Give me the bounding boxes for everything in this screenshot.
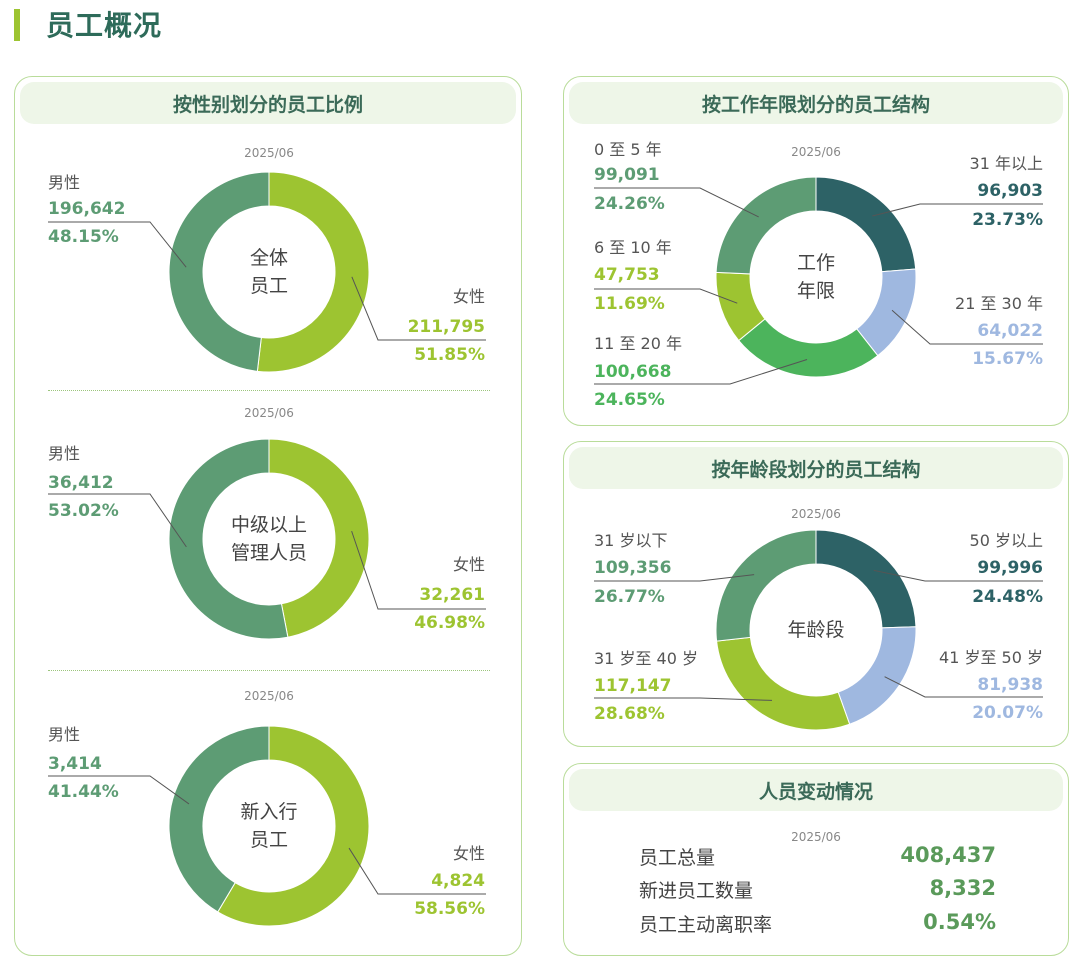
- age-count-under-31: 109,356: [594, 558, 672, 578]
- female-pct: 58.56%: [414, 899, 485, 919]
- chart-date: 2025/06: [791, 830, 841, 844]
- age-panel-title: 按年龄段划分的员工结构: [569, 447, 1063, 489]
- age-pct-under-31: 26.77%: [594, 587, 665, 607]
- tenure-count-6-10: 47,753: [594, 265, 660, 285]
- tenure-label-11-20: 11 至 20 年: [594, 334, 682, 353]
- tenure-count-11-20: 100,668: [594, 362, 672, 382]
- male-count: 36,412: [48, 473, 114, 493]
- female-label: 女性: [452, 287, 485, 306]
- chart-date: 2025/06: [791, 145, 841, 159]
- title-accent-bar: [14, 9, 20, 41]
- female-pct: 46.98%: [414, 613, 485, 633]
- stat-value-attrition: 0.54%: [923, 910, 996, 934]
- age-count-41-50: 81,938: [977, 675, 1043, 695]
- tenure-pct-6-10: 11.69%: [594, 294, 665, 314]
- chart-date: 2025/06: [244, 146, 294, 160]
- tenure-panel-title: 按工作年限划分的员工结构: [569, 82, 1063, 124]
- change-panel-title: 人员变动情况: [569, 769, 1063, 811]
- female-count: 4,824: [431, 871, 485, 891]
- stat-value-total: 408,437: [900, 843, 996, 867]
- divider: [48, 390, 490, 391]
- age-label-31-40: 31 岁至 40 岁: [594, 649, 698, 668]
- male-label: 男性: [48, 725, 81, 744]
- age-label-over-50: 50 岁以上: [969, 531, 1043, 550]
- tenure-label-6-10: 6 至 10 年: [594, 238, 672, 257]
- tenure-count-31-plus: 96,903: [977, 181, 1043, 201]
- tenure-count-0-5: 99,091: [594, 165, 660, 185]
- age-label-41-50: 41 岁至 50 岁: [939, 648, 1043, 667]
- age-count-over-50: 99,996: [977, 558, 1043, 578]
- male-count: 196,642: [48, 199, 126, 219]
- tenure-label-31-plus: 31 年以上: [969, 154, 1043, 173]
- tenure-count-21-30: 64,022: [977, 321, 1043, 341]
- chart-center-label: 新入行 员工: [240, 801, 298, 851]
- tenure-pct-21-30: 15.67%: [972, 349, 1043, 369]
- chart-center-label: 年龄段: [787, 619, 845, 641]
- chart-center-label: 工作 年限: [796, 252, 836, 302]
- chart-center-label: 全体 员工: [249, 247, 289, 297]
- female-label: 女性: [452, 555, 485, 574]
- female-label: 女性: [452, 844, 485, 863]
- age-pct-over-50: 24.48%: [972, 587, 1043, 607]
- chart-date: 2025/06: [791, 507, 841, 521]
- tenure-pct-0-5: 24.26%: [594, 194, 665, 214]
- gender-panel-title: 按性别划分的员工比例: [20, 82, 516, 124]
- chart-center-label: 中级以上 管理人员: [230, 514, 308, 564]
- age-label-under-31: 31 岁以下: [594, 531, 668, 550]
- female-pct: 51.85%: [414, 345, 485, 365]
- divider: [48, 670, 490, 671]
- male-pct: 48.15%: [48, 227, 119, 247]
- stat-label-new: 新进员工数量: [639, 880, 754, 902]
- female-count: 32,261: [419, 585, 485, 605]
- male-pct: 53.02%: [48, 501, 119, 521]
- male-pct: 41.44%: [48, 782, 119, 802]
- stat-label-attrition: 员工主动离职率: [639, 914, 773, 936]
- age-pct-31-40: 28.68%: [594, 704, 665, 724]
- female-count: 211,795: [407, 317, 485, 337]
- tenure-label-21-30: 21 至 30 年: [955, 294, 1043, 313]
- male-label: 男性: [48, 173, 81, 192]
- tenure-pct-11-20: 24.65%: [594, 390, 665, 410]
- tenure-pct-31-plus: 23.73%: [972, 210, 1043, 230]
- chart-date: 2025/06: [244, 406, 294, 420]
- age-pct-41-50: 20.07%: [972, 703, 1043, 723]
- stat-label-total: 员工总量: [639, 847, 716, 869]
- tenure-label-0-5: 0 至 5 年: [594, 140, 662, 159]
- male-label: 男性: [48, 444, 81, 463]
- stat-value-new: 8,332: [929, 876, 996, 900]
- page-title: 员工概况: [46, 9, 163, 42]
- male-count: 3,414: [48, 754, 102, 774]
- chart-date: 2025/06: [244, 689, 294, 703]
- age-count-31-40: 117,147: [594, 676, 672, 696]
